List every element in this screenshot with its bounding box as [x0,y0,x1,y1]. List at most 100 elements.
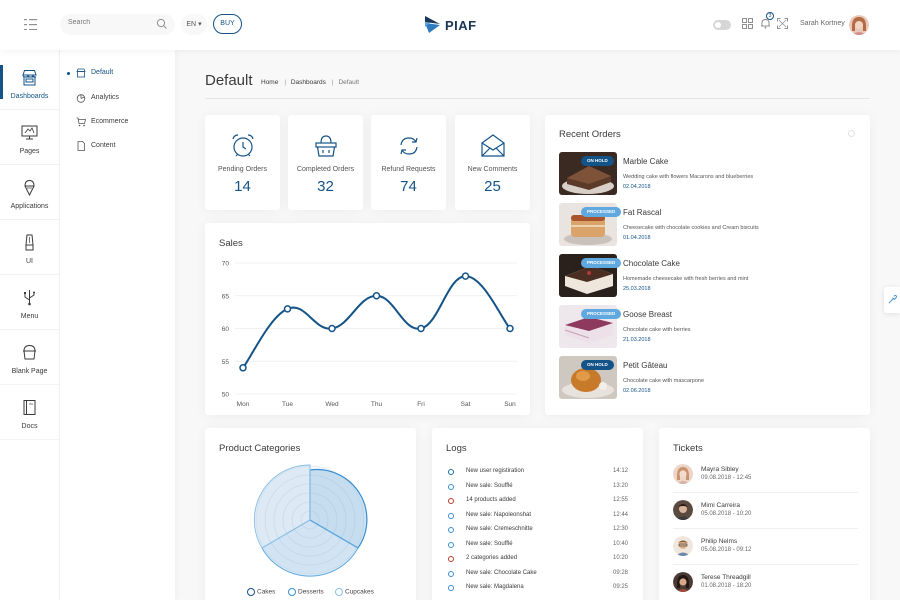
x-tick-label: Fri [417,401,425,408]
pen-tool-icon [25,234,34,251]
sales-data-point[interactable] [283,305,292,313]
order-name[interactable]: Chocolate Cake [623,259,680,268]
x-tick-label: Tue [282,401,293,408]
sidebar-item-dashboards[interactable]: Dashboards [0,55,59,110]
order-row[interactable]: PROCESSED Goose Breast Chocolate cake wi… [559,305,859,349]
product-categories-card: Product Categories Cakes Desserts Cupcak… [205,428,416,600]
monitor-icon [21,125,38,140]
breadcrumb-dashboards[interactable]: Dashboards [290,79,326,86]
stat-value: 32 [317,178,334,195]
menu-icon[interactable] [24,19,37,30]
legend-desserts[interactable]: Desserts [288,588,324,598]
stat-card-refund-requests[interactable]: Refund Requests 74 [371,115,446,210]
color-picker-icon [888,295,897,304]
y-tick-label: 60 [222,326,230,333]
log-time: 13:20 [612,482,628,489]
legend-cakes[interactable]: Cakes [247,588,275,598]
sales-data-point[interactable] [239,364,247,372]
x-tick-label: Sat [461,401,471,408]
order-row[interactable]: PROCESSED Chocolate Cake Homemade cheese… [559,254,859,298]
logs-title: Logs [446,443,467,454]
buy-button[interactable]: BUY [213,14,242,34]
breadcrumb-home[interactable]: Home [261,79,279,86]
user-avatar[interactable] [849,15,869,35]
order-date: 21.03.2018 [623,337,651,343]
logs-card: Logs New user registiration 14:12 New sale… [432,428,643,600]
bell-icon[interactable] [760,18,771,29]
x-tick-label: Mon [237,401,250,408]
ticket-name: Terese Threadgill [701,574,751,581]
sales-data-point[interactable] [372,292,381,300]
sidebar-item-pages[interactable]: Pages [0,110,59,165]
order-row[interactable]: ON HOLD Marble Cake Wedding cake with fl… [559,152,859,196]
sales-data-point[interactable] [506,324,514,333]
stat-card-pending-orders[interactable]: Pending Orders 14 [205,115,280,210]
sales-series-line [242,275,511,369]
legend-cupcakes[interactable]: Cupcakes [335,588,374,598]
ticket-date: 05.08.2018 - 09:12 [701,547,752,553]
order-description: Cheesecake with chocolate cookies and Cr… [623,225,759,231]
top-navbar: EN ▾ BUY PIAF 3 Sarah Kortney [0,0,900,50]
sales-data-point[interactable] [328,324,336,333]
submenu-item-default[interactable]: Default [60,65,176,83]
sales-data-point[interactable] [417,324,425,333]
submenu-item-analytics[interactable]: Analytics [60,90,176,108]
y-tick-label: 70 [222,261,230,268]
ticket-name: Mimi Carreira [701,502,740,509]
sales-card: Sales 50 55 60 65 70 Mon Tue Wed Thu Fri Sat Sun [205,223,530,415]
submenu-item-content[interactable]: Content [60,138,176,156]
tickets-card: Tickets Mayra Sibley 09.08.2018 - 12:45 … [659,428,870,600]
fullscreen-icon[interactable] [777,18,788,29]
order-name[interactable]: Fat Rascal [623,208,662,217]
log-text: New sale: Magdalena [466,584,524,590]
ticket-avatar [673,464,693,484]
submenu-label: Default [91,69,114,76]
log-time: 10:20 [612,555,628,561]
submenu-item-ecommerce[interactable]: Ecommerce [60,114,176,132]
order-name[interactable]: Goose Breast [623,310,672,319]
log-status-dot [448,512,454,519]
alarm-clock-icon [232,134,254,157]
sales-title: Sales [219,238,243,249]
log-time: 09:25 [612,584,628,590]
submenu-label: Analytics [91,94,120,101]
log-text: New user registiration [466,468,525,474]
ticket-row[interactable]: Mayra Sibley 09.08.2018 - 12:45 [673,459,858,493]
log-status-dot [448,570,454,577]
ticket-row[interactable]: Terese Threadgill 01.08.2018 - 18:20 [673,567,858,600]
order-date: 02.06.2018 [623,388,651,394]
sidebar-item-menu[interactable]: Menu [0,275,59,330]
recent-orders-card: Recent Orders ON HOLD Marble Cake Weddin… [545,115,870,415]
sidebar-item-ui[interactable]: UI [0,220,59,275]
stat-card-completed-orders[interactable]: Completed Orders 32 [288,115,363,210]
x-tick-label: Sun [504,401,516,408]
theme-toggle[interactable] [713,20,731,30]
language-label: EN [186,21,197,28]
apps-grid-icon[interactable] [742,18,753,29]
stat-value: 25 [484,178,501,195]
order-name[interactable]: Marble Cake [623,157,669,166]
sales-data-point[interactable] [461,272,470,280]
search-input[interactable] [68,19,148,26]
refresh-icon[interactable] [848,130,855,137]
order-row[interactable]: ON HOLD Petit Gâteau Chocolate cake with… [559,356,859,400]
ticket-row[interactable]: Philip Nelms 05.08.2018 - 09:12 [673,531,858,565]
ice-cream-icon [24,179,35,196]
sidebar-label: Pages [19,148,40,155]
ticket-row[interactable]: Mimi Carreira 05.08.2018 - 10:20 [673,495,858,529]
sidebar-item-applications[interactable]: Applications [0,165,59,220]
order-row[interactable]: PROCESSED Fat Rascal Cheesecake with cho… [559,203,859,247]
log-text: New sale: Soufflé [466,540,513,547]
search-icon[interactable] [156,18,168,30]
language-selector[interactable]: EN ▾ [181,14,207,35]
file-icon [77,141,85,151]
stat-card-new-comments[interactable]: New Comments 25 [455,115,530,210]
sidebar-item-docs[interactable]: Docs [0,385,59,440]
categories-title: Product Categories [219,443,301,454]
notification-badge: 3 [766,12,774,20]
ticket-avatar [673,572,693,592]
order-name[interactable]: Petit Gâteau [623,361,668,370]
user-name[interactable]: Sarah Kortney [800,20,845,27]
sidebar-item-blank-page[interactable]: Blank Page [0,330,59,385]
theme-customizer-button[interactable] [884,287,900,313]
